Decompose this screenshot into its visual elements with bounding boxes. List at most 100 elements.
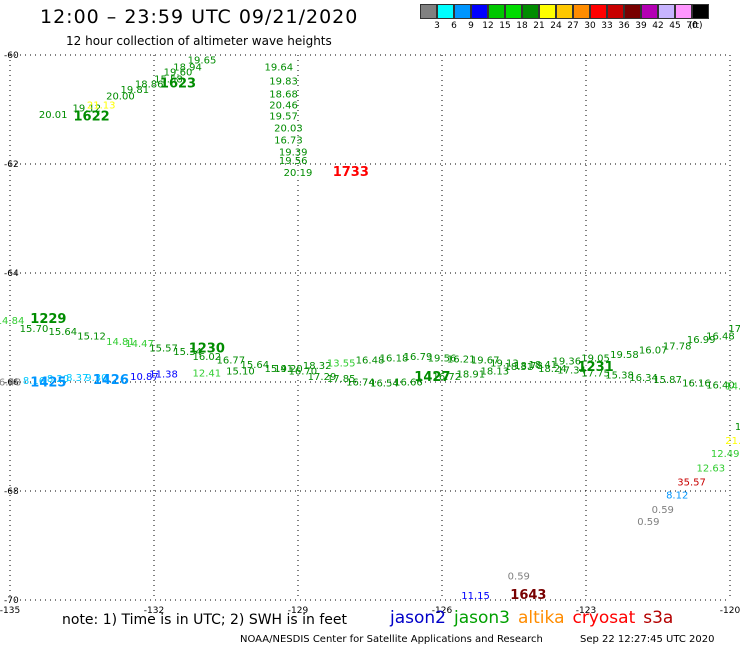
wave-height-label: 18.68: [269, 90, 298, 101]
wave-height-label: 19.56: [428, 353, 457, 364]
colorbar-label: 36: [618, 21, 630, 31]
wave-height-label: 15.64: [48, 327, 77, 338]
wave-height-label: 8.20: [47, 374, 69, 385]
wave-height-label: 19.65: [188, 56, 217, 67]
wave-height-label: 11.38: [149, 370, 178, 381]
colorbar-label: 39: [635, 21, 647, 31]
wave-height-label: 17: [728, 324, 740, 335]
colorbar-label: 30: [584, 21, 596, 31]
lat-tick-label: -60: [4, 51, 19, 61]
wave-height-label: 18.94: [173, 62, 202, 73]
wave-height-label: 21.13: [725, 436, 740, 447]
wave-height-label: 16.34: [629, 373, 658, 384]
colorbar-swatch: [437, 4, 454, 19]
colorbar-swatch: [641, 4, 658, 19]
time-label: 1622: [74, 109, 110, 124]
colorbar-swatch: [573, 4, 590, 19]
wave-height-label: 16.70: [288, 366, 317, 377]
wave-height-label: 35.57: [677, 478, 706, 489]
wave-height-label: 0.59: [508, 571, 530, 582]
colorbar-label: 70: [686, 21, 698, 31]
wave-height-label: 11.15: [461, 591, 490, 602]
wave-height-label: 17.75: [581, 369, 610, 380]
wave-height-label: 19.67: [471, 355, 500, 366]
wave-height-label: 17.78: [663, 341, 692, 352]
wave-height-label: 14.47: [125, 339, 154, 350]
wave-height-label: 19.60: [164, 68, 193, 79]
colorbar-label: 21: [533, 21, 545, 31]
wave-height-label: 15.10: [226, 366, 255, 377]
colorbar-swatch: [675, 4, 692, 19]
wave-height-label: 8.12: [666, 491, 688, 502]
wave-height-label: 0.59: [637, 517, 659, 528]
wave-height-label: 18.13: [480, 366, 509, 377]
lat-tick-label: -64: [4, 269, 19, 279]
wave-height-label: 17.85: [327, 374, 356, 385]
colorbar-swatch: [488, 4, 505, 19]
wave-height-label: 16.16: [682, 378, 711, 389]
wave-height-label: 21.13: [87, 100, 116, 111]
wave-height-label: 16.73: [274, 135, 303, 146]
lat-tick-label: -66: [4, 378, 19, 388]
colorbar-swatch: [539, 4, 556, 19]
wave-height-label: 19.83: [269, 76, 298, 87]
wave-height-label: 17.29: [308, 372, 337, 383]
lat-tick-label: -68: [4, 487, 19, 497]
colorbar-unit: (ft): [689, 21, 703, 31]
wave-height-label: 12.49: [711, 449, 740, 460]
colorbar-label: 42: [652, 21, 664, 31]
wave-height-label: 15.38: [605, 371, 634, 382]
wave-height-label: 8.37: [66, 373, 88, 384]
colorbar-swatch: [624, 4, 641, 19]
wave-height-label: 19.05: [581, 353, 610, 364]
colorbar-swatch: [420, 4, 437, 19]
time-label: 1427: [414, 370, 450, 385]
colorbar-swatch: [658, 4, 675, 19]
wave-height-label: 18.32: [303, 361, 332, 372]
wave-height-label: 12.63: [696, 463, 725, 474]
colorbar-swatch: [607, 4, 624, 19]
legend-jason2: jason2: [390, 608, 446, 628]
wave-height-label: 15.43: [735, 422, 740, 433]
wave-height-label: 16.02: [192, 352, 221, 363]
wave-height-label: 20.46: [269, 100, 298, 111]
lon-tick-label: -129: [288, 606, 309, 616]
wave-height-label: 14.81: [106, 337, 135, 348]
colorbar-label: 6: [451, 21, 457, 31]
wave-height-label: 18.41: [528, 360, 557, 371]
wave-height-label: 16.74: [346, 377, 375, 388]
legend-s3a: s3a: [643, 608, 674, 628]
wave-height-label: 18.86: [135, 80, 164, 91]
time-label: 1230: [189, 342, 225, 357]
wave-height-label: 18.91: [456, 370, 485, 381]
wave-height-label: 19.12: [72, 104, 101, 115]
wave-height-label: 16.48: [356, 355, 385, 366]
colorbar-label: 15: [499, 21, 511, 31]
wave-height-label: 15.87: [653, 375, 682, 386]
time-label: 1229: [30, 312, 66, 327]
wave-height-label: 15.12: [77, 331, 106, 342]
wave-height-label: 14.84: [0, 316, 24, 327]
wave-height-label: 16.79: [404, 352, 433, 363]
satellite-legend: jason2 jason3 altika cryosat s3a: [390, 608, 681, 628]
wave-height-label: 15.58: [154, 74, 183, 85]
wave-height-label: 19.81: [120, 85, 149, 96]
time-label: 1425: [30, 375, 66, 390]
time-label: 1733: [333, 165, 369, 180]
colorbar-swatch: [692, 4, 709, 19]
wave-height-label: 20.19: [284, 168, 313, 179]
wave-height-label: 0.59: [652, 505, 674, 516]
credit-text: NOAA/NESDIS Center for Satellite Applica…: [240, 634, 543, 645]
colorbar-swatch: [471, 4, 488, 19]
wave-height-label: 16.54: [370, 378, 399, 389]
wave-height-label: 16.72: [432, 372, 461, 383]
time-label: 1426: [93, 373, 129, 388]
wave-height-label: 16.07: [639, 346, 668, 357]
wave-height-label: 19.20: [274, 364, 303, 375]
lon-tick-label: -120: [720, 606, 740, 616]
wave-height-label: 16.40: [706, 381, 735, 392]
wave-height-label: 20.01: [39, 110, 68, 121]
colorbar-label: 27: [567, 21, 579, 31]
colorbar-swatch: [505, 4, 522, 19]
colorbar-swatch: [522, 4, 539, 19]
